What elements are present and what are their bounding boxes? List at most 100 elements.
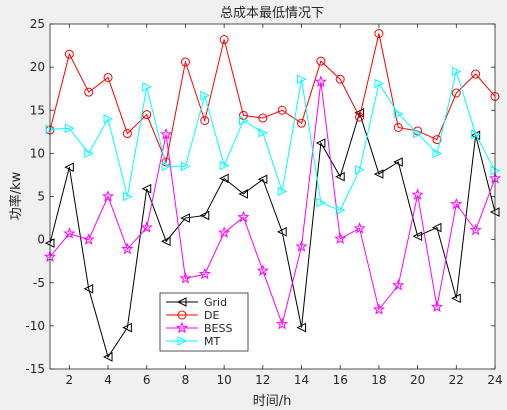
- legend-item-bess: BESS: [166, 321, 232, 335]
- data-point: [199, 210, 210, 221]
- series-grid: [44, 108, 500, 362]
- legend-label: Grid: [204, 296, 227, 309]
- data-point: [335, 171, 345, 182]
- series-line: [49, 81, 496, 326]
- data-point: [180, 213, 190, 223]
- legend-item-mt: MT: [166, 335, 220, 348]
- data-point: [103, 72, 113, 82]
- y-tick-label: 10: [30, 146, 45, 160]
- data-point: [451, 293, 461, 304]
- data-point: [84, 87, 94, 97]
- data-point: [101, 190, 115, 202]
- legend-marker: [175, 321, 189, 334]
- data-point: [372, 303, 386, 315]
- data-point: [179, 272, 192, 284]
- data-point: [64, 123, 75, 134]
- chart-title: 总成本最低情况下: [220, 6, 324, 21]
- data-point: [277, 186, 288, 197]
- data-point: [471, 69, 481, 79]
- data-point: [296, 322, 307, 333]
- data-point: [315, 138, 326, 148]
- data-point: [335, 74, 345, 84]
- series-line: [49, 69, 496, 211]
- legend-item-de: DE: [166, 309, 219, 322]
- data-point: [353, 221, 366, 234]
- data-point: [82, 233, 95, 245]
- data-point: [471, 129, 481, 140]
- data-point: [159, 127, 173, 140]
- data-point: [374, 78, 385, 89]
- data-point: [237, 210, 250, 223]
- data-point: [122, 191, 133, 202]
- y-tick-label: 0: [37, 233, 45, 247]
- x-tick-label: 14: [294, 373, 309, 387]
- x-tick-label: 8: [182, 373, 190, 387]
- data-point: [102, 352, 113, 362]
- data-point: [161, 161, 172, 172]
- y-tick-label: 15: [30, 103, 45, 117]
- data-point: [160, 236, 171, 247]
- data-point: [180, 161, 191, 172]
- data-point: [238, 189, 248, 199]
- data-point: [103, 114, 114, 124]
- x-tick-label: 10: [216, 373, 231, 387]
- data-point: [297, 118, 307, 128]
- x-tick-label: 16: [333, 373, 348, 387]
- legend-label: BESS: [204, 322, 232, 335]
- data-point: [140, 221, 153, 233]
- y-tick-label: -15: [25, 362, 45, 376]
- data-point: [219, 160, 230, 171]
- data-point: [200, 90, 210, 101]
- data-point: [276, 317, 289, 330]
- legend-label: MT: [204, 335, 220, 348]
- data-point: [374, 28, 384, 38]
- data-point: [84, 148, 94, 159]
- data-point: [392, 278, 405, 291]
- data-point: [258, 113, 268, 123]
- data-point: [295, 240, 308, 252]
- data-point: [122, 322, 132, 333]
- data-point: [413, 128, 423, 139]
- data-point: [200, 116, 210, 126]
- x-tick-label: 6: [143, 373, 151, 387]
- data-point: [238, 110, 248, 120]
- plot-area: [50, 24, 495, 369]
- data-point: [142, 110, 152, 120]
- data-point: [258, 127, 268, 138]
- data-point: [432, 148, 443, 159]
- y-tick-label: 25: [30, 17, 45, 31]
- x-tick-label: 4: [104, 373, 112, 387]
- data-point: [219, 35, 229, 45]
- x-tick-label: 20: [410, 373, 425, 387]
- data-point: [316, 56, 326, 66]
- axes-box: [49, 23, 496, 370]
- data-point: [373, 169, 384, 179]
- data-point: [393, 123, 403, 132]
- data-point: [314, 75, 327, 87]
- x-tick-label: 2: [66, 373, 74, 387]
- data-point: [469, 223, 482, 236]
- x-tick-label: 24: [487, 373, 502, 387]
- data-point: [83, 283, 94, 294]
- data-point: [277, 227, 287, 237]
- data-point: [121, 242, 134, 255]
- legend-marker: [176, 297, 187, 307]
- data-point: [198, 267, 211, 280]
- data-point: [430, 300, 444, 313]
- series-line: [49, 33, 496, 164]
- data-point: [238, 115, 249, 126]
- data-point: [411, 188, 424, 200]
- y-tick-label: 20: [30, 60, 45, 74]
- data-point: [256, 264, 269, 276]
- y-axis-label: 功率/kw: [8, 171, 24, 220]
- data-point: [277, 105, 287, 115]
- data-point: [450, 197, 463, 210]
- x-axis-label: 时间/h: [253, 394, 292, 409]
- y-tick-label: -10: [25, 319, 45, 333]
- data-point: [142, 82, 152, 92]
- data-point: [64, 49, 74, 59]
- data-point: [219, 173, 229, 184]
- series-bess: [43, 75, 502, 330]
